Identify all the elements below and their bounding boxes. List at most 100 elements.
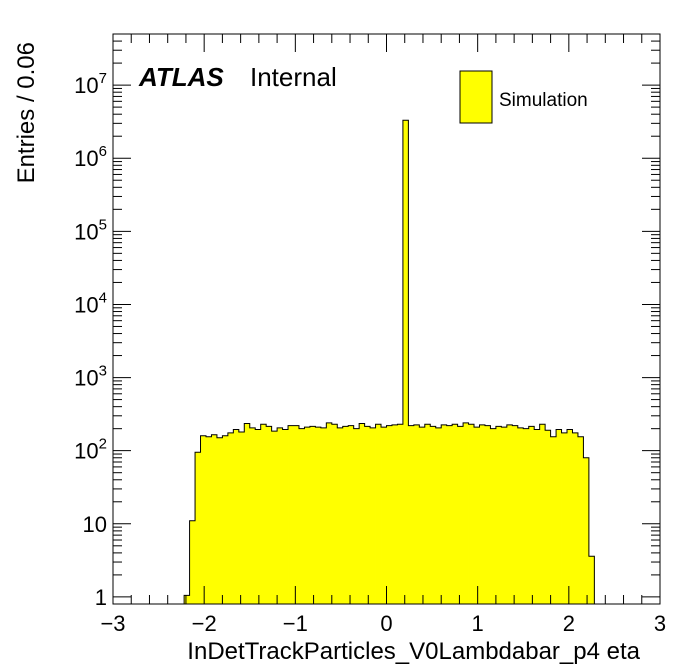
histogram-bar (238, 432, 245, 604)
histogram-bar (288, 425, 294, 604)
histogram-bar (588, 556, 595, 604)
histogram-bar (184, 595, 190, 604)
histogram-bar (435, 427, 442, 604)
histogram-bar (271, 431, 278, 604)
y-tick-label: 103 (74, 363, 107, 391)
histogram-bar (474, 427, 480, 604)
histogram-bar (282, 429, 289, 604)
y-tick-label: 10 (83, 512, 107, 537)
histogram-bar (506, 424, 513, 604)
histogram-bar (479, 424, 486, 604)
y-tick-label: 106 (74, 143, 107, 171)
histogram-bar (320, 427, 327, 604)
histogram-bar (567, 429, 573, 604)
histogram-bar (189, 520, 196, 604)
histogram-bar (266, 426, 273, 604)
histogram-bar (205, 436, 212, 604)
histogram-bar (249, 427, 256, 604)
histogram-bar (468, 424, 475, 604)
histogram-bar (528, 426, 535, 604)
histogram-bar (277, 427, 283, 604)
histogram-bar (386, 425, 393, 604)
histogram-bar (495, 426, 502, 604)
histogram-bar (419, 427, 426, 604)
histogram-bar (523, 428, 530, 604)
y-axis-title: Entries / 0.06 (13, 42, 40, 183)
histogram-bar (222, 435, 229, 604)
histogram-bar (293, 425, 300, 604)
histogram-bar (211, 434, 218, 604)
histogram-bar (370, 427, 376, 604)
histogram-bar (331, 424, 338, 604)
histogram-bar (484, 425, 491, 604)
x-tick-label: 3 (654, 611, 666, 636)
histogram-bar (337, 427, 344, 604)
histogram-bar (353, 428, 360, 604)
histogram-bar (534, 429, 541, 604)
x-tick-label: −3 (100, 611, 125, 636)
legend-swatch (459, 70, 493, 124)
histogram-bar (430, 426, 437, 604)
y-axis-ticks: 1 10 102 103 104 105 106 107 (74, 33, 660, 610)
histogram-bar (233, 429, 240, 604)
y-tick-label: 1 (95, 585, 107, 610)
histogram-bar (364, 426, 371, 604)
histogram-bar (517, 427, 524, 604)
histogram-bar (561, 432, 568, 604)
histogram-bar (452, 424, 459, 604)
histogram-bar (424, 424, 431, 604)
internal-label: Internal (250, 62, 337, 92)
histogram-bar (359, 423, 366, 604)
x-tick-label: −1 (283, 611, 308, 636)
histogram-bar (200, 435, 207, 604)
y-tick-label: 105 (74, 216, 107, 244)
x-tick-label: −2 (192, 611, 217, 636)
legend-label: Simulation (499, 90, 588, 111)
histogram-bar (244, 423, 251, 604)
histogram-bar (315, 427, 322, 604)
histogram-bar (577, 436, 584, 604)
histogram-bar (195, 452, 201, 604)
x-axis-ticks: −3 −2 −1 0 1 2 3 (100, 34, 666, 636)
histogram-bar (402, 120, 409, 604)
histogram-bar (539, 424, 546, 604)
histogram-bar (309, 426, 316, 604)
histogram-bar (391, 424, 398, 604)
histogram-bar (227, 432, 234, 604)
histogram-bar (260, 424, 267, 604)
histogram-bar (441, 424, 448, 604)
legend: Simulation (459, 70, 588, 124)
histogram-bar (342, 426, 349, 604)
x-tick-label: 1 (472, 611, 484, 636)
y-tick-label: 104 (74, 289, 107, 317)
x-tick-label: 2 (563, 611, 575, 636)
histogram-bar (556, 429, 562, 604)
x-axis-title: InDetTrackParticles_V0Lambdabar_p4 eta (187, 638, 640, 665)
histogram-bar (583, 457, 590, 604)
y-tick-label: 102 (74, 436, 107, 464)
histogram-bar (381, 427, 387, 604)
histogram-bar (413, 424, 420, 604)
histogram-bar (397, 424, 404, 604)
histogram-bar (550, 436, 557, 604)
histogram-outline (183, 119, 595, 604)
histogram-bar (304, 427, 311, 604)
histogram-bar (501, 427, 508, 604)
histogram-bars (183, 119, 595, 604)
histogram-bar (545, 430, 551, 604)
atlas-label: ATLAS (138, 62, 224, 92)
histogram-bar (512, 425, 519, 604)
histogram-bar (490, 428, 497, 604)
histogram-bar (408, 425, 415, 604)
histogram-bar (216, 437, 223, 604)
histogram-bar (463, 422, 469, 604)
histogram-bar (457, 426, 464, 604)
histogram-bar (255, 429, 262, 604)
histogram-bar (348, 425, 355, 604)
x-tick-label: 0 (380, 611, 392, 636)
histogram-bar (326, 422, 333, 604)
y-tick-label: 107 (74, 70, 107, 98)
histogram-bar (446, 425, 453, 604)
histogram-bar (375, 424, 382, 604)
histogram-bar (298, 428, 305, 604)
